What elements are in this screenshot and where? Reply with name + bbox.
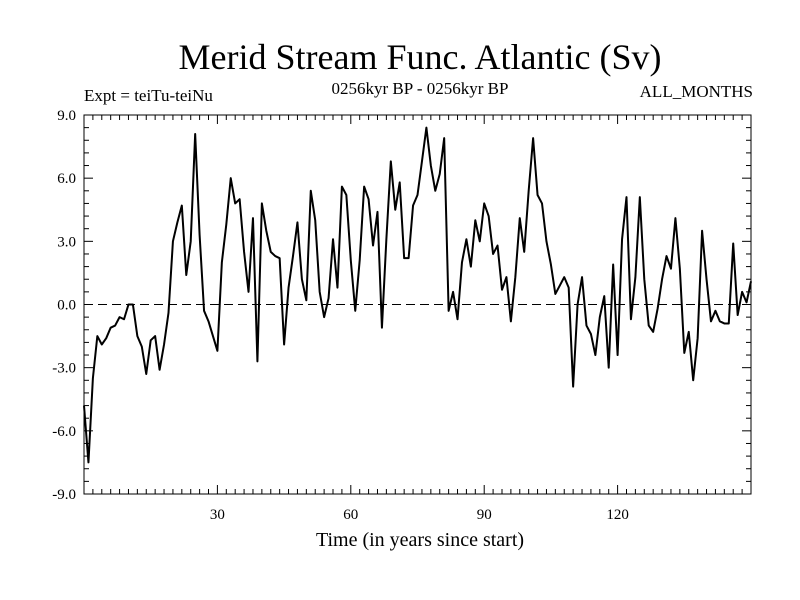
y-tick-label: 3.0 xyxy=(57,234,76,250)
period-label: 0256kyr BP - 0256kyr BP xyxy=(331,79,509,98)
tick-labels-layer: 30 60 90 120 -9.0 -6.0 -3.0 0.0 3.0 6.0 9.0 xyxy=(52,108,629,523)
months-label: ALL_MONTHS xyxy=(639,82,753,101)
ticks-layer xyxy=(84,115,751,494)
y-tick-label: 6.0 xyxy=(57,171,76,187)
experiment-label: Expt = teiTu-teiNu xyxy=(84,86,213,105)
data-series-line xyxy=(83,126,752,464)
chart-title: Merid Stream Func. Atlantic (Sv) xyxy=(178,37,662,77)
x-tick-label: 30 xyxy=(210,507,225,523)
x-tick-label: 90 xyxy=(477,507,492,523)
plot-frame xyxy=(83,114,752,495)
x-tick-label: 120 xyxy=(606,507,629,523)
x-axis-label: Time (in years since start) xyxy=(315,529,525,551)
y-tick-label: 0.0 xyxy=(57,298,76,314)
x-tick-label: 60 xyxy=(343,507,358,523)
y-tick-label: -9.0 xyxy=(52,487,76,503)
y-tick-label: -6.0 xyxy=(52,424,76,440)
y-tick-label: -3.0 xyxy=(52,361,76,377)
y-tick-label: 9.0 xyxy=(57,108,76,124)
